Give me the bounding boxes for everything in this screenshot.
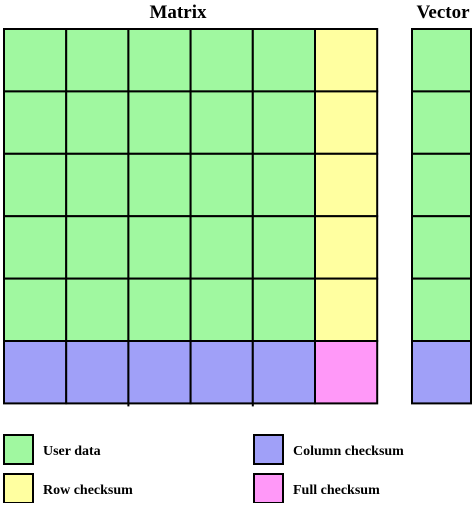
matrix-cell-user-data xyxy=(3,28,68,93)
matrix-cell-user-data xyxy=(65,90,130,155)
legend-swatch-full-checksum xyxy=(253,473,284,504)
matrix-cell-user-data xyxy=(189,90,254,155)
legend-label-user-data: User data xyxy=(43,444,101,459)
vector-title: Vector xyxy=(416,2,470,23)
legend-swatch-column-checksum xyxy=(253,434,284,465)
matrix-cell-user-data xyxy=(3,90,68,155)
matrix-cell-full-checksum xyxy=(314,340,379,405)
matrix-cell-column-checksum xyxy=(251,340,317,405)
matrix-cell-user-data xyxy=(127,90,192,155)
matrix-cell-column-checksum xyxy=(127,340,192,405)
matrix-cell-user-data xyxy=(65,277,130,343)
matrix-cell-user-data xyxy=(251,28,317,93)
matrix-cell-user-data xyxy=(65,215,130,280)
matrix-cell-user-data xyxy=(251,215,317,280)
matrix-cell-user-data xyxy=(3,277,68,343)
matrix-cell-user-data xyxy=(189,152,254,218)
matrix-cell-user-data xyxy=(189,28,254,93)
legend-swatch-row-checksum xyxy=(3,473,34,504)
legend: User data Row checksum Column checksum Full… xyxy=(3,434,404,504)
matrix-cell-column-checksum xyxy=(65,340,130,405)
matrix-cell-user-data xyxy=(251,90,317,155)
matrix-title: Matrix xyxy=(150,2,207,23)
matrix-cell-row-checksum xyxy=(314,28,379,93)
vector-cell-user-data xyxy=(411,277,472,343)
matrix-cell-user-data xyxy=(3,152,68,218)
matrix-cell-user-data xyxy=(3,215,68,280)
matrix-cell-row-checksum xyxy=(314,90,379,155)
matrix-cell-user-data xyxy=(251,152,317,218)
matrix-cell-column-checksum xyxy=(189,340,254,405)
matrix-cell-user-data xyxy=(65,28,130,93)
matrix-cell-user-data xyxy=(189,215,254,280)
matrix-cell-column-checksum xyxy=(3,340,68,405)
matrix-cell-user-data xyxy=(251,277,317,343)
matrix xyxy=(3,28,379,407)
legend-label-row-checksum: Row checksum xyxy=(43,483,133,498)
matrix-cell-user-data xyxy=(65,152,130,218)
legend-swatch-user-data xyxy=(3,434,34,465)
vector-cell-user-data xyxy=(411,28,472,93)
legend-label-column-checksum: Column checksum xyxy=(293,444,404,459)
vector-cell-user-data xyxy=(411,152,472,218)
matrix-cell-row-checksum xyxy=(314,152,379,218)
matrix-cell-user-data xyxy=(127,152,192,218)
vector-cell-user-data xyxy=(411,215,472,280)
vector-cell-column-checksum xyxy=(411,340,472,405)
matrix-cell-row-checksum xyxy=(314,215,379,280)
matrix-cell-user-data xyxy=(189,277,254,343)
matrix-cell-user-data xyxy=(127,215,192,280)
legend-label-full-checksum: Full checksum xyxy=(293,483,380,498)
vector xyxy=(411,28,472,405)
matrix-cell-row-checksum xyxy=(314,277,379,343)
vector-cell-user-data xyxy=(411,90,472,155)
matrix-cell-user-data xyxy=(127,28,192,93)
matrix-cell-user-data xyxy=(127,277,192,343)
